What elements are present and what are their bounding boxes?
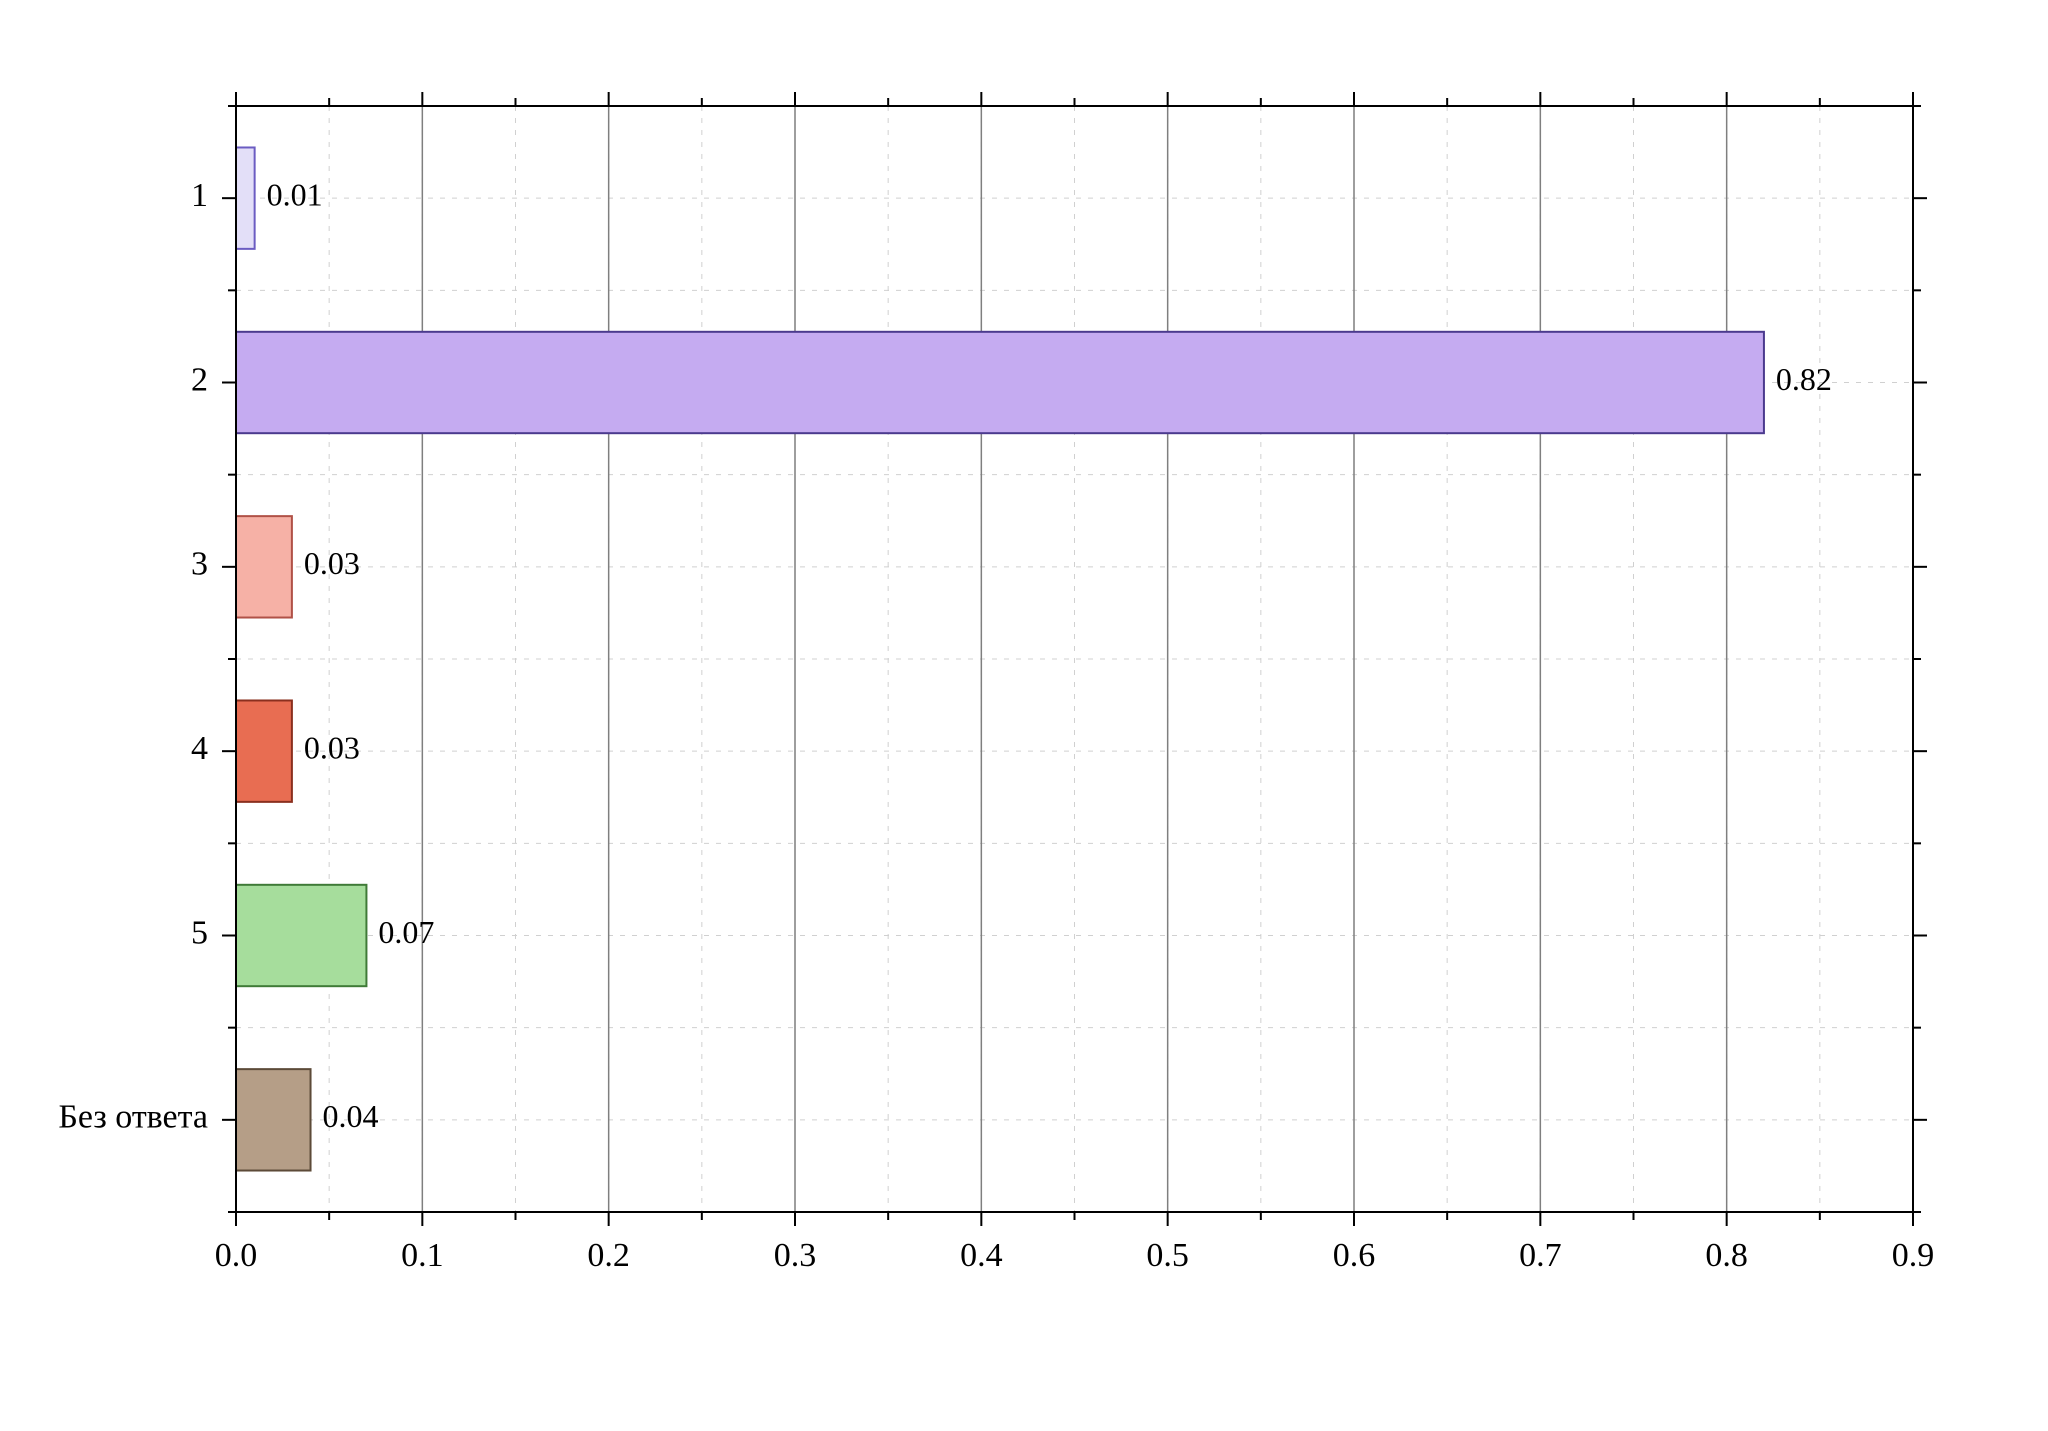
bar-chart: 0.010.820.030.030.070.040.00.10.20.30.40… [0,0,2048,1431]
y-tick-label: Без ответа [58,1099,208,1136]
bar [236,1069,311,1170]
bar [236,700,292,801]
x-tick-label: 0.7 [1519,1237,1562,1274]
value-label: 0.07 [378,914,434,950]
value-label: 0.82 [1776,361,1832,397]
x-tick-label: 0.5 [1146,1237,1189,1274]
y-tick-label: 2 [191,361,208,398]
x-tick-label: 0.0 [215,1237,258,1274]
value-label: 0.03 [304,545,360,581]
x-tick-label: 0.8 [1705,1237,1748,1274]
value-label: 0.01 [267,177,323,213]
x-tick-label: 0.2 [587,1237,630,1274]
y-tick-label: 5 [191,914,208,951]
x-tick-label: 0.1 [401,1237,444,1274]
x-tick-label: 0.6 [1333,1237,1376,1274]
x-tick-label: 0.4 [960,1237,1003,1274]
x-tick-label: 0.9 [1892,1237,1935,1274]
value-label: 0.04 [323,1098,379,1134]
x-tick-label: 0.3 [774,1237,817,1274]
bar [236,885,366,986]
bar [236,147,255,248]
y-tick-label: 4 [191,730,208,767]
value-label: 0.03 [304,730,360,766]
y-tick-label: 1 [191,177,208,214]
bar [236,332,1764,433]
y-tick-label: 3 [191,546,208,583]
bar [236,516,292,617]
